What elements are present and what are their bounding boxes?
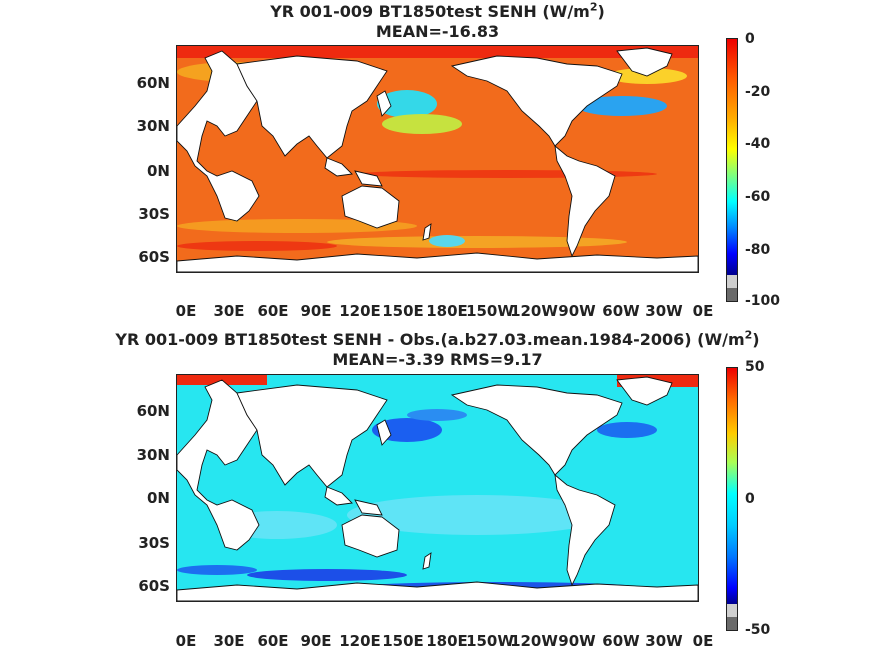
- panel1-colorbar: [726, 38, 738, 302]
- panel1-lat-label: 60N: [136, 74, 170, 92]
- panel1-lat-label: 60S: [138, 248, 170, 266]
- panel2-lon-label: 120W: [510, 632, 558, 650]
- panel2-title-line2: MEAN=-3.39 RMS=9.17: [332, 350, 543, 369]
- panel1-colorbar-label: -80: [745, 242, 771, 258]
- panel2-lon-label: 0E: [692, 632, 714, 650]
- panel1-map: [176, 45, 699, 273]
- panel1-lon-label: 150E: [382, 302, 424, 320]
- panel1-lon-label: 60E: [257, 302, 289, 320]
- panel1-lon-label: 180E: [426, 302, 468, 320]
- panel2-lon-label: 150W: [466, 632, 514, 650]
- panel2-colorbar-label: -50: [745, 622, 771, 638]
- panel2-lat-label: 30S: [138, 534, 170, 552]
- panel1-lon-label: 120W: [510, 302, 558, 320]
- panel2-lat-label: 60S: [138, 577, 170, 595]
- panel1-colorbar-label: -40: [745, 136, 771, 152]
- panel2-lon-label: 0E: [175, 632, 197, 650]
- panel2-map: [176, 374, 699, 602]
- panel2-lon-label: 30E: [213, 632, 245, 650]
- panel2-colorbar-label: 50: [745, 359, 765, 375]
- panel1-lon-label: 60W: [602, 302, 640, 320]
- panel1-lon-label: 30W: [645, 302, 683, 320]
- panel1-lat-label: 30N: [136, 117, 170, 135]
- panel2-lon-label: 30W: [645, 632, 683, 650]
- panel2-colorbar-label: 0: [745, 491, 755, 507]
- panel1-lon-label: 90W: [558, 302, 596, 320]
- panel1-colorbar-label: -100: [745, 293, 781, 309]
- panel1-lat-label: 0N: [147, 162, 170, 180]
- panel2-lat-label: 30N: [136, 446, 170, 464]
- panel1-lat-label: 30S: [138, 205, 170, 223]
- panel2-lon-label: 120E: [339, 632, 381, 650]
- panel1-lon-label: 90E: [300, 302, 332, 320]
- panel2-lon-label: 90E: [300, 632, 332, 650]
- panel2-lon-label: 60W: [602, 632, 640, 650]
- panel2-lat-label: 0N: [147, 489, 170, 507]
- panel1-colorbar-label: -60: [745, 189, 771, 205]
- panel1-lon-label: 30E: [213, 302, 245, 320]
- panel1-colorbar-label: 0: [745, 31, 755, 47]
- panel2-lat-label: 60N: [136, 402, 170, 420]
- panel1-lon-label: 0E: [175, 302, 197, 320]
- panel2-lon-label: 60E: [257, 632, 289, 650]
- panel1-title-line2: MEAN=-16.83: [375, 22, 500, 41]
- panel1-colorbar-label: -20: [745, 84, 771, 100]
- panel1-title-line1: YR 001-009 BT1850test SENH (W/m2): [270, 0, 605, 21]
- panel1-lon-label: 120E: [339, 302, 381, 320]
- panel2-lon-label: 90W: [558, 632, 596, 650]
- panel2-colorbar: [726, 367, 738, 631]
- panel2-lon-label: 150E: [382, 632, 424, 650]
- panel1-lon-label: 150W: [466, 302, 514, 320]
- panel2-lon-label: 180E: [426, 632, 468, 650]
- panel1-lon-label: 0E: [692, 302, 714, 320]
- panel2-title-line1: YR 001-009 BT1850test SENH - Obs.(a.b27.…: [115, 328, 760, 349]
